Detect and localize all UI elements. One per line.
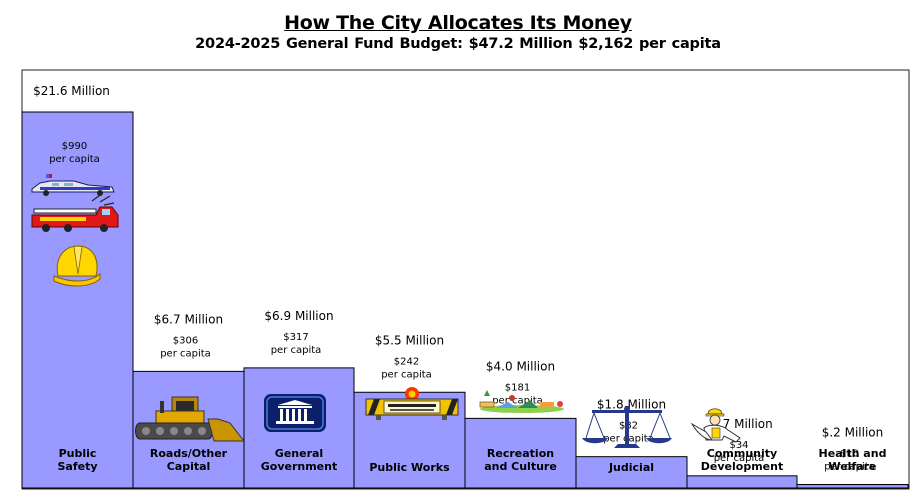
- government-building-icon: [264, 394, 326, 432]
- per-capita-value-3: $317: [283, 332, 308, 343]
- category-label-1-1: Public: [59, 447, 97, 460]
- per-capita-value-7: $34: [729, 440, 748, 451]
- per-capita-suffix-1: per capita: [49, 154, 100, 165]
- amount-label-4: $5.5 Million: [375, 333, 444, 347]
- amount-label-8: $.2 Million: [822, 426, 884, 440]
- amount-label-5: $4.0 Million: [486, 359, 555, 373]
- hard-hat-icon: [53, 245, 101, 287]
- amount-label-3: $6.9 Million: [264, 309, 333, 323]
- per-capita-value-8: $10: [840, 449, 859, 460]
- fire-truck-icon: [31, 194, 119, 232]
- bar-8: [796, 484, 909, 489]
- amount-label-2: $6.7 Million: [154, 312, 223, 326]
- amount-label-1: $21.6 Million: [33, 84, 110, 98]
- per-capita-suffix-5: per capita: [492, 395, 543, 406]
- category-label-1-2: Safety: [57, 460, 97, 473]
- category-label-2-1: Roads/Other: [150, 447, 228, 460]
- category-label-4-1: Public Works: [369, 461, 450, 474]
- category-label-3-2: Government: [261, 460, 337, 473]
- chart-title: How The City Allocates Its Money: [284, 12, 632, 34]
- scales-of-justice-icon: [582, 406, 672, 448]
- per-capita-suffix-7: per capita: [714, 453, 765, 464]
- amount-label-7: $.7 Million: [711, 417, 773, 431]
- worker-icon: [690, 408, 741, 443]
- per-capita-suffix-8: per capita: [824, 462, 875, 473]
- per-capita-value-5: $181: [505, 382, 530, 393]
- category-label-3-1: General: [275, 447, 323, 460]
- amount-label-6: $1.8 Million: [597, 398, 666, 412]
- bar-5: [464, 417, 577, 489]
- category-label-2-2: Capital: [167, 460, 211, 473]
- per-capita-value-4: $242: [394, 356, 419, 367]
- per-capita-value-1: $990: [62, 141, 87, 152]
- category-label-7-1: Community: [707, 447, 777, 460]
- category-label-8-2: Welfare: [828, 460, 876, 473]
- police-car-icon: [31, 174, 115, 196]
- per-capita-suffix-3: per capita: [271, 345, 322, 356]
- bar-7: [686, 475, 798, 489]
- bulldozer-icon: [135, 396, 246, 442]
- category-label-5-2: and Culture: [484, 460, 557, 473]
- park-scene-icon: [479, 390, 564, 413]
- category-label-5-1: Recreation: [487, 447, 554, 460]
- category-label-7-2: Development: [701, 460, 783, 473]
- per-capita-suffix-2: per capita: [160, 348, 211, 359]
- category-label-8-1: Health and: [819, 447, 887, 460]
- per-capita-value-2: $306: [173, 335, 198, 346]
- under-construction-sign-icon: [365, 387, 459, 420]
- per-capita-suffix-4: per capita: [381, 369, 432, 380]
- bar-6: [575, 456, 688, 489]
- chart-subtitle: 2024-2025 General Fund Budget: $47.2 Mil…: [195, 36, 721, 52]
- category-label-6-1: Judicial: [608, 461, 654, 474]
- bar-1: [21, 111, 134, 489]
